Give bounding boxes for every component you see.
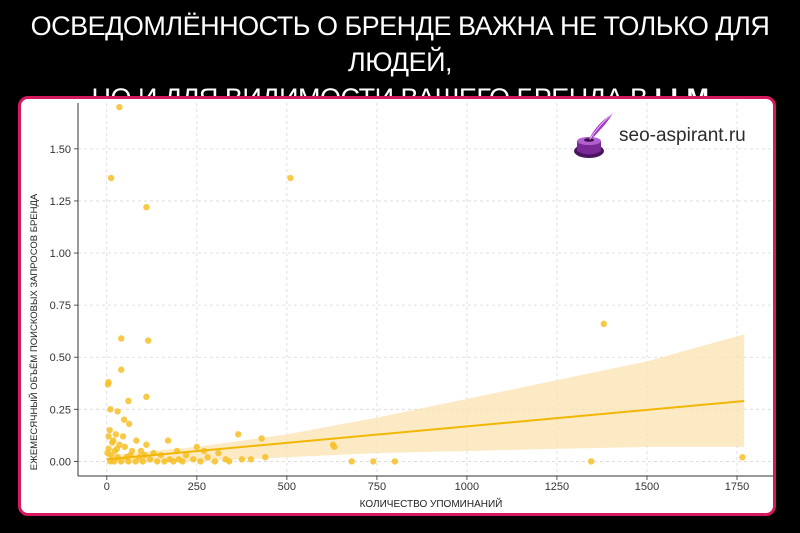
data-point: [204, 454, 211, 461]
data-point: [116, 103, 123, 111]
data-point: [121, 443, 129, 451]
data-point: [107, 451, 115, 459]
data-point: [118, 335, 125, 342]
data-point: [258, 435, 265, 442]
data-point: [739, 454, 746, 461]
data-point: [120, 416, 128, 423]
data-point: [331, 443, 338, 451]
y-tick-label: 0.25: [50, 404, 71, 416]
data-point: [154, 458, 161, 465]
data-point: [587, 458, 595, 465]
data-point: [107, 174, 115, 182]
trend-line: [106, 399, 745, 461]
x-tick-label: 500: [278, 481, 296, 493]
points-layer: [104, 103, 746, 465]
confidence-band: [106, 334, 745, 464]
data-point: [193, 443, 201, 451]
chart-card: 0 250 500 750 1000 1250 1500 1750 0.00 0.25 0.50 0.…: [18, 96, 776, 516]
data-point: [107, 406, 114, 413]
trend-layer: [106, 399, 745, 461]
axes-layer: 0 250 500 750 1000 1250 1500 1750 0.00 0.25 0.50 0.…: [50, 103, 773, 493]
x-tick-label: 1250: [545, 481, 569, 493]
data-point: [262, 454, 269, 461]
data-point: [133, 437, 140, 444]
data-point: [104, 381, 112, 388]
x-tick-label: 1500: [635, 481, 659, 493]
data-point: [125, 397, 132, 405]
data-point: [114, 408, 121, 415]
data-point: [110, 437, 117, 444]
data-point: [161, 458, 168, 465]
data-point: [132, 458, 139, 465]
data-point: [106, 426, 113, 434]
data-point: [190, 456, 197, 463]
data-point: [118, 366, 125, 373]
data-point: [197, 458, 204, 465]
data-point: [235, 431, 242, 438]
data-point: [118, 458, 125, 465]
confidence-band-layer: [106, 334, 745, 464]
data-point: [105, 433, 112, 440]
data-point: [370, 458, 377, 465]
scatter-chart: 0 250 500 750 1000 1250 1500 1750 0.00 0.25 0.50 0.…: [28, 103, 773, 510]
x-tick-label: 1750: [725, 481, 749, 493]
y-tick-label: 0.00: [50, 456, 71, 468]
data-point: [287, 174, 294, 182]
data-point: [119, 433, 127, 440]
data-point: [113, 445, 121, 453]
data-point: [143, 203, 150, 211]
data-point: [211, 458, 219, 465]
data-point: [247, 456, 255, 463]
data-point: [145, 337, 152, 344]
data-point: [125, 458, 132, 465]
x-axis-label: КОЛИЧЕСТВО УПОМИНАНИЙ: [360, 497, 503, 510]
headline-line1: ОСВЕДОМЛЁННОСТЬ О БРЕНДЕ ВАЖНА НЕ ТОЛЬКО…: [30, 11, 770, 77]
data-point: [215, 449, 222, 457]
data-point: [139, 458, 147, 465]
x-tick-label: 1000: [455, 481, 479, 493]
data-point: [143, 393, 150, 401]
data-point: [226, 458, 233, 465]
y-tick-label: 0.50: [50, 352, 71, 364]
data-point: [238, 456, 246, 463]
data-point: [112, 431, 120, 438]
y-axis-label: ЕЖЕМЕСЯЧНЫЙ ОБЪЁМ ПОИСКОВЫХ ЗАПРОСОВ БРЕ…: [28, 193, 40, 470]
data-point: [170, 458, 177, 465]
x-tick-label: 750: [368, 481, 386, 493]
data-point: [348, 458, 355, 465]
data-point: [164, 437, 172, 444]
y-tick-label: 1.25: [50, 196, 71, 208]
data-point: [105, 445, 112, 453]
data-point: [143, 441, 150, 448]
data-point: [137, 447, 145, 455]
y-tick-label: 1.00: [50, 248, 71, 260]
x-tick-label: 250: [188, 481, 206, 493]
y-tick-label: 0.75: [50, 300, 71, 312]
brand-logo[interactable]: seo-aspirant.ru: [569, 111, 769, 161]
data-point: [125, 420, 133, 428]
x-tick-label: 0: [104, 481, 110, 493]
data-point: [179, 458, 186, 465]
data-point: [146, 456, 154, 463]
data-point: [391, 458, 399, 465]
data-point: [600, 320, 607, 328]
brand-logo-text: seo-aspirant.ru: [619, 125, 746, 146]
y-tick-label: 1.50: [50, 144, 71, 156]
data-point: [182, 451, 190, 459]
